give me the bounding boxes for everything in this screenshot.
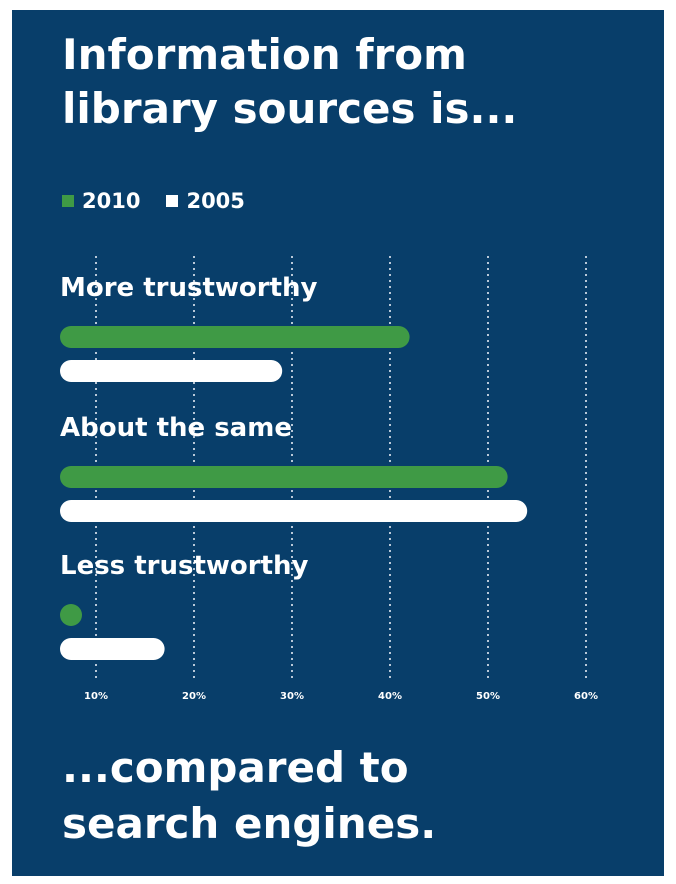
legend-swatch-2005: [166, 195, 179, 207]
category-labels: More trustworthy About the same Less trust…: [60, 273, 318, 581]
footer-line-2: search engines.: [62, 799, 437, 848]
category-label-less-trustworthy: Less trustworthy: [60, 551, 309, 581]
chart-footer: ...compared to search engines.: [62, 740, 642, 852]
x-tick-label-60: 60%: [574, 691, 598, 702]
legend-item-2010: 2010: [62, 189, 140, 213]
x-tick-labels: 10% 20% 30% 40% 50% 60%: [84, 691, 598, 702]
legend-label-2005: 2005: [186, 189, 245, 213]
bar-chart: More trustworthy About the same Less trust…: [60, 256, 598, 702]
bar-more-trustworthy-2005: [60, 360, 283, 382]
bar-about-the-same-2005: [60, 500, 528, 522]
footer-line-1: ...compared to: [62, 743, 409, 792]
bars: [60, 326, 528, 660]
title-line-1: Information from: [62, 30, 467, 79]
chart-title: Information from library sources is...: [62, 28, 642, 136]
x-tick-label-20: 20%: [182, 691, 206, 702]
bar-less-trustworthy-2005: [60, 638, 165, 660]
x-tick-label-50: 50%: [476, 691, 500, 702]
title-line-2: library sources is...: [62, 84, 518, 133]
legend: 2010 2005: [62, 188, 271, 214]
x-tick-label-30: 30%: [280, 691, 304, 702]
legend-label-2010: 2010: [82, 189, 141, 213]
category-label-about-the-same: About the same: [60, 413, 292, 443]
category-label-more-trustworthy: More trustworthy: [60, 273, 318, 303]
bar-more-trustworthy-2010: [60, 326, 410, 348]
legend-item-2005: 2005: [166, 189, 245, 213]
x-tick-label-10: 10%: [84, 691, 108, 702]
chart-panel: Information from library sources is... 2…: [12, 10, 664, 876]
legend-swatch-2010: [62, 195, 74, 207]
bar-less-trustworthy-2010: [60, 604, 82, 626]
bar-about-the-same-2010: [60, 466, 508, 488]
x-tick-label-40: 40%: [378, 691, 402, 702]
